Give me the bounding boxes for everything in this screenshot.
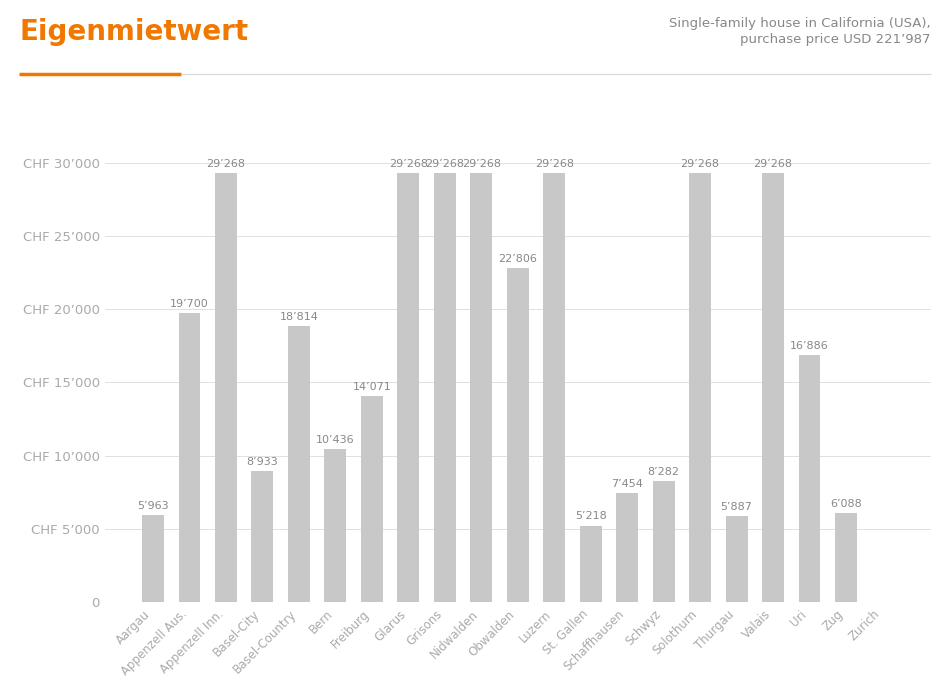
Bar <box>397 174 419 602</box>
Bar <box>617 493 638 602</box>
Bar <box>470 174 492 602</box>
Text: 7’454: 7’454 <box>611 479 643 489</box>
Text: 19’700: 19’700 <box>170 300 209 309</box>
Bar <box>726 516 748 602</box>
Text: 16’886: 16’886 <box>790 341 829 351</box>
Bar <box>762 174 784 602</box>
Text: 6’088: 6’088 <box>830 498 862 509</box>
Bar <box>653 481 674 602</box>
Text: 8’282: 8’282 <box>648 467 679 477</box>
Bar <box>543 174 565 602</box>
Text: 5’887: 5’887 <box>721 502 752 512</box>
Bar <box>288 326 310 602</box>
Bar <box>434 174 456 602</box>
Text: 29’268: 29’268 <box>206 159 245 169</box>
Text: Single-family house in California (USA),
purchase price USD 221’987: Single-family house in California (USA),… <box>670 18 931 46</box>
Text: 5’963: 5’963 <box>137 500 169 510</box>
Text: 14’071: 14’071 <box>352 382 391 392</box>
Bar <box>179 314 200 602</box>
Text: 29’268: 29’268 <box>680 159 719 169</box>
Text: 5’218: 5’218 <box>575 512 606 522</box>
Text: 29’268: 29’268 <box>426 159 465 169</box>
Text: 29’268: 29’268 <box>535 159 574 169</box>
Bar <box>215 174 237 602</box>
Bar <box>580 526 601 602</box>
Text: 29’268: 29’268 <box>753 159 792 169</box>
Bar <box>361 396 383 602</box>
Text: Eigenmietwert: Eigenmietwert <box>19 18 248 46</box>
Text: 29’268: 29’268 <box>389 159 428 169</box>
Bar <box>506 268 529 602</box>
Bar <box>799 355 821 602</box>
Text: 18’814: 18’814 <box>279 312 318 322</box>
Text: 10’436: 10’436 <box>316 435 354 445</box>
Bar <box>252 471 274 602</box>
Text: 29’268: 29’268 <box>462 159 501 169</box>
Bar <box>689 174 711 602</box>
Text: 8’933: 8’933 <box>247 457 278 467</box>
Bar <box>325 449 347 602</box>
Text: 22’806: 22’806 <box>499 254 537 264</box>
Bar <box>835 513 857 602</box>
Bar <box>142 514 164 602</box>
